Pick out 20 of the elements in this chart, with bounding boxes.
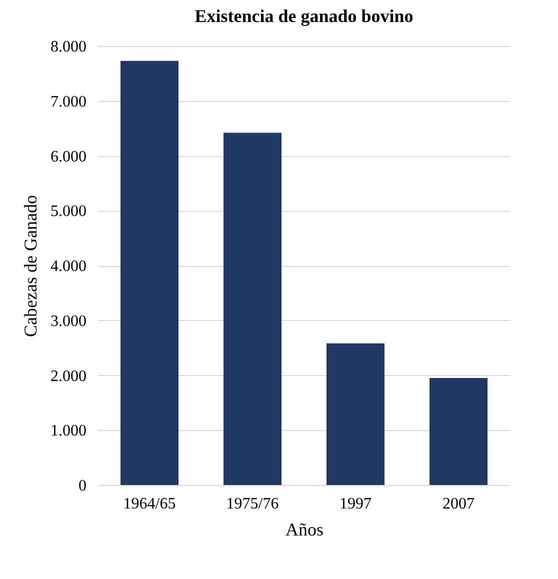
y-tick-label: 7.000 <box>50 93 86 110</box>
x-tick-label: 1997 <box>340 496 372 512</box>
y-tick-label: 4.000 <box>50 258 86 275</box>
y-axis-title: Cabezas de Ganado <box>20 195 40 337</box>
x-axis-title: Años <box>285 520 324 540</box>
bar <box>326 343 384 485</box>
x-tick-label: 1975/76 <box>226 496 279 512</box>
bar <box>430 378 488 485</box>
y-tick-label: 1.000 <box>50 422 86 440</box>
chart-title: Existencia de ganado bovino <box>194 6 414 26</box>
bar <box>120 60 178 485</box>
y-tick-label: 8.000 <box>50 38 86 56</box>
y-tick-label: 6.000 <box>50 148 86 166</box>
y-tick-label: 5.000 <box>50 203 86 220</box>
y-tick-label: 3.000 <box>50 312 86 330</box>
bar <box>224 132 282 485</box>
x-tick-label: 1964/65 <box>123 496 176 512</box>
x-tick-label: 2007 <box>442 496 474 512</box>
y-tick-label: 0 <box>78 478 86 494</box>
y-tick-label: 2.000 <box>50 368 86 385</box>
